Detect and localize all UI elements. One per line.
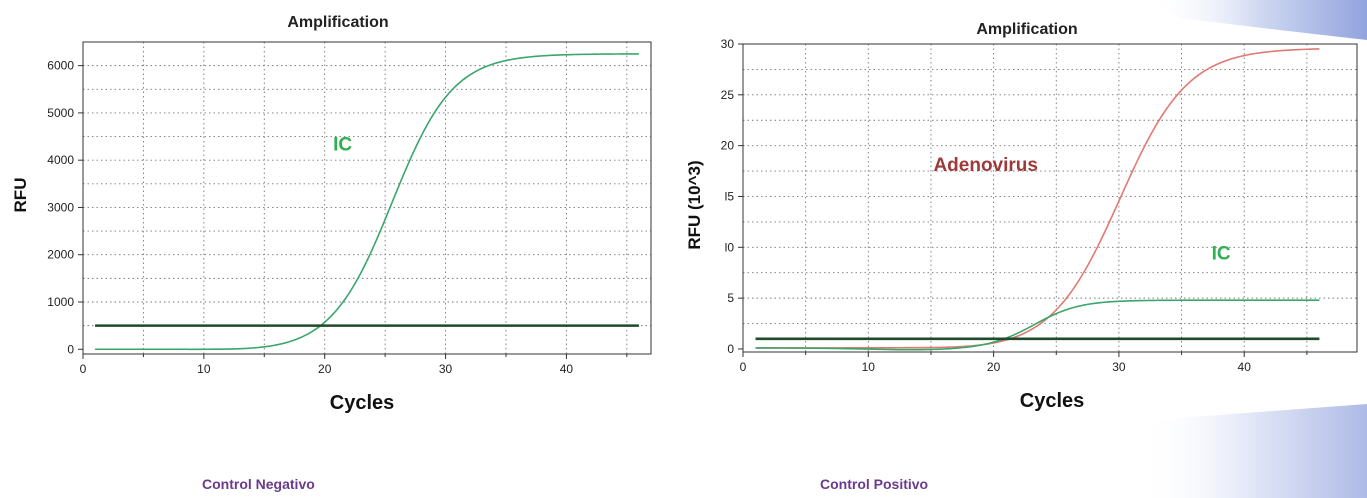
series-line: [755, 299, 1320, 351]
series-annotation: IC: [333, 135, 352, 156]
y-tick-label: 1000: [47, 295, 74, 309]
x-axis-label: Cycles: [1020, 390, 1085, 412]
x-tick-label: 40: [560, 362, 574, 376]
y-axis-label: RFU: [11, 178, 30, 213]
caption-negative-control: Control Negativo: [202, 476, 315, 492]
y-tick-label: 4000: [47, 153, 74, 167]
x-tick-label: 10: [197, 362, 211, 376]
x-tick-label: 30: [1112, 360, 1126, 374]
y-tick-label: 30: [721, 37, 735, 51]
y-tick-label: 2000: [47, 248, 74, 262]
y-tick-label: 0: [727, 342, 734, 356]
x-tick-label: 0: [740, 360, 747, 374]
y-tick-label: l0: [725, 240, 735, 254]
x-tick-label: 20: [318, 362, 332, 376]
series-line: [95, 53, 639, 351]
plot-area: 0 10 20 30 40 0 1000 2000 3000 4000 5000 6000 IC: [47, 41, 652, 376]
x-tick-label: 20: [987, 360, 1001, 374]
x-tick-label: 10: [862, 360, 876, 374]
y-tick-label: l5: [725, 189, 735, 203]
y-tick-label: 6000: [47, 59, 74, 73]
y-tick-label: 5: [727, 291, 734, 305]
y-tick-label: 5000: [47, 106, 74, 120]
chart-title: Amplification: [287, 14, 388, 31]
x-tick-label: 40: [1238, 360, 1252, 374]
plot-area: 0 10 20 30 40 0 5 l0 l5 20 25 30 Adenovirus IC: [721, 37, 1358, 374]
chart-title: Amplification: [976, 21, 1077, 38]
series-annotation: Adenovirus: [933, 155, 1038, 176]
y-tick-label: 20: [721, 139, 735, 153]
series-line: [755, 48, 1320, 349]
y-tick-label: 25: [721, 88, 735, 102]
plot-background: [743, 44, 1357, 352]
plot-frame: [82, 41, 652, 355]
y-tick-label: 0: [67, 342, 74, 356]
y-axis-label: RFU (10^3): [685, 160, 704, 249]
series-annotation: IC: [1212, 243, 1231, 264]
plot-frame: [742, 43, 1358, 353]
caption-positive-control: Control Positivo: [820, 476, 929, 492]
x-axis-label: Cycles: [330, 392, 395, 414]
x-tick-label: 0: [80, 362, 87, 376]
x-tick-label: 30: [439, 362, 453, 376]
y-tick-label: 3000: [47, 200, 74, 214]
